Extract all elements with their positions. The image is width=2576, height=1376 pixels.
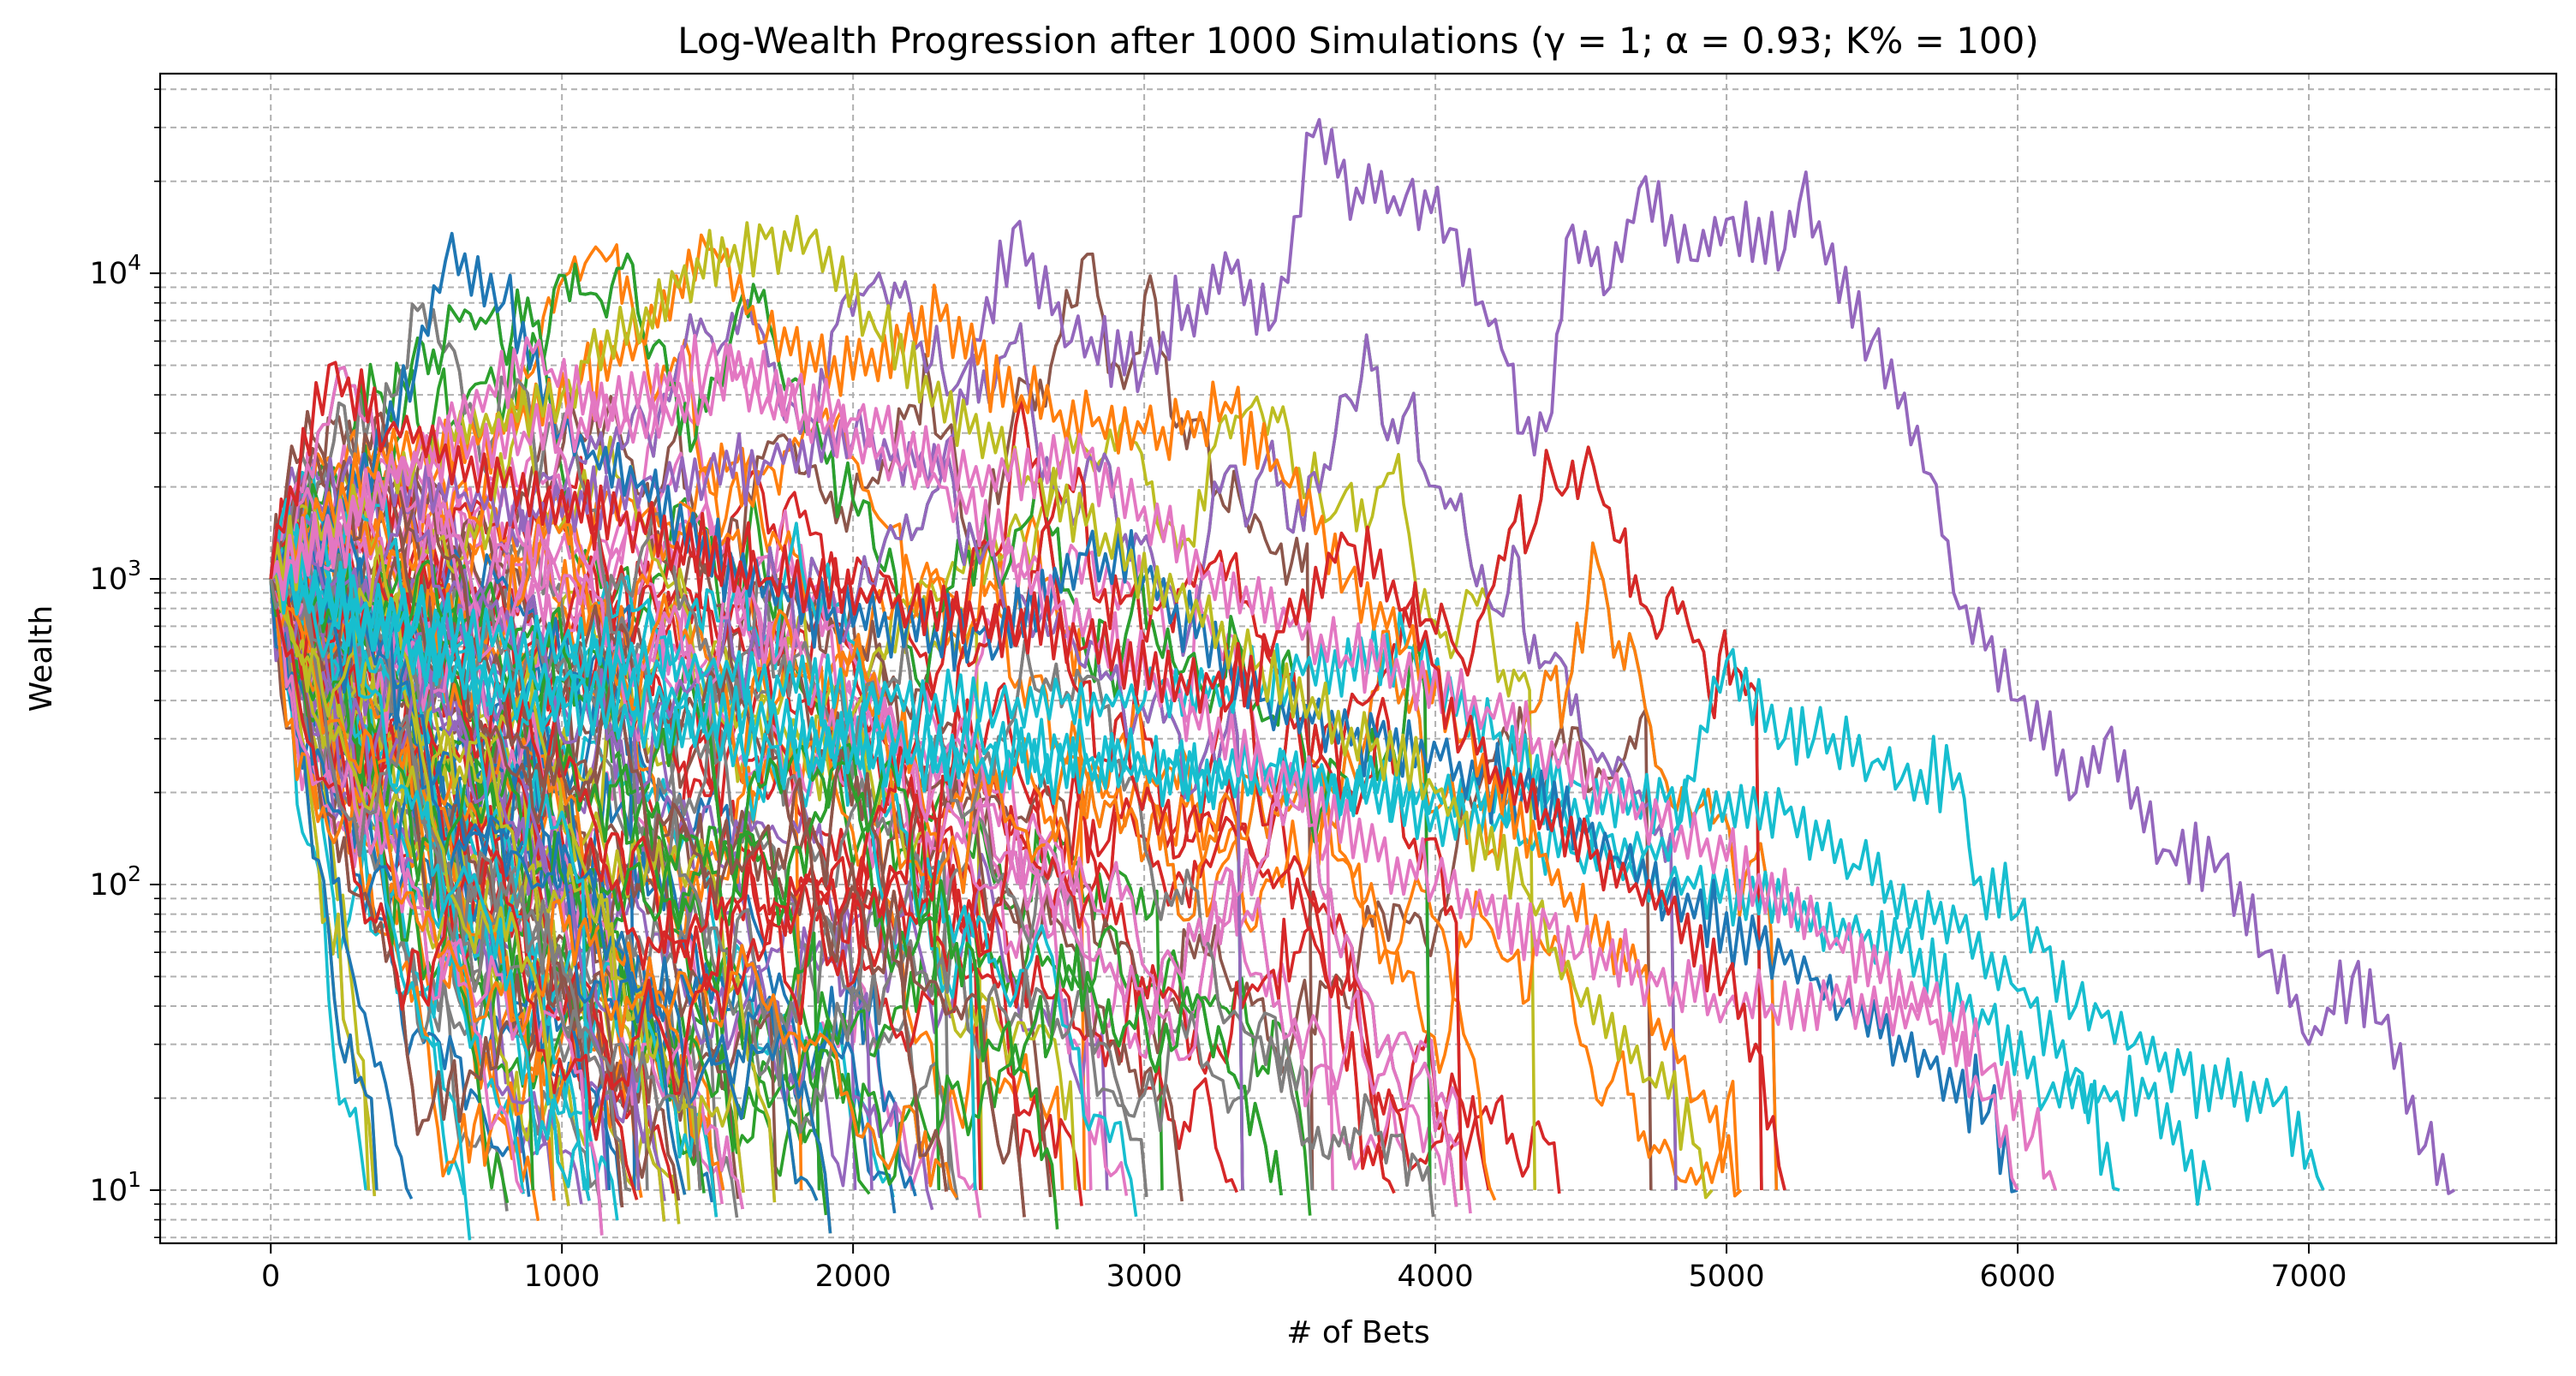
wealth-path: [269, 411, 948, 1192]
wealth-path: [270, 545, 570, 1206]
x-tick-label: 5000: [1689, 1260, 1765, 1294]
series-group: [269, 117, 2455, 1241]
wealth-path: [269, 578, 1396, 1194]
wealth-path: [269, 497, 591, 1201]
x-tick-label: 6000: [1980, 1260, 2056, 1294]
wealth-path-long: [269, 553, 2325, 1191]
wealth-path: [270, 455, 1244, 1190]
chart-title: Log-Wealth Progression after 1000 Simula…: [677, 20, 2039, 62]
y-axis-label: Wealth: [24, 605, 59, 712]
wealth-path: [269, 578, 702, 1191]
x-tick-label: 2000: [815, 1260, 891, 1294]
x-tick-label: 1000: [524, 1260, 600, 1294]
x-tick-label: 4000: [1398, 1260, 1474, 1294]
y-tick-label: 104: [90, 250, 141, 291]
x-axis-label: # of Bets: [1286, 1315, 1429, 1350]
wealth-path: [269, 544, 666, 1222]
y-tick-label: 102: [90, 861, 141, 902]
wealth-path-long: [269, 545, 2120, 1192]
wealth-path: [269, 559, 1283, 1196]
wealth-path: [269, 409, 1026, 1218]
x-tick-label: 7000: [2270, 1260, 2346, 1294]
y-tick-label: 103: [90, 556, 141, 597]
axis-ticks: 0 1000 2000 3000 4000 5000 6000 7000 101 102 103 10…: [90, 88, 2347, 1294]
wealth-path: [269, 578, 624, 1208]
wealth-path-long: [269, 214, 1714, 1200]
wealth-path-long: [269, 360, 1786, 1191]
wealth-path: [269, 578, 958, 1199]
wealth-path: [269, 578, 556, 1201]
plot-frame: [158, 72, 2558, 1245]
wealth-path-long: [269, 568, 2212, 1206]
wealth-path: [269, 578, 604, 1236]
y-tick-label: 101: [90, 1167, 141, 1208]
wealth-path: [269, 302, 1148, 1197]
x-tick-label: 0: [261, 1260, 280, 1294]
wealth-path-long: [269, 333, 2058, 1191]
x-tick-label: 3000: [1106, 1260, 1183, 1294]
